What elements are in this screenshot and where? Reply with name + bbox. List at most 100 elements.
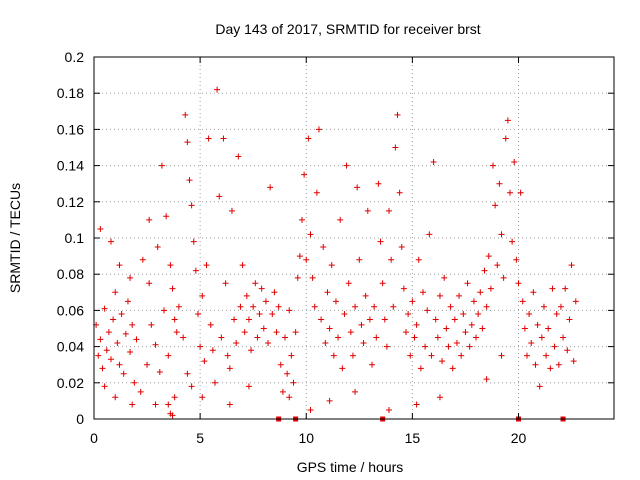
data-point: [129, 401, 136, 408]
data-point: [292, 329, 299, 336]
data-point: [462, 329, 469, 336]
data-point: [124, 298, 131, 305]
data-point: [453, 339, 460, 346]
data-point: [188, 202, 195, 209]
data-point: [477, 289, 484, 296]
data-point: [275, 303, 282, 310]
data-point: [553, 311, 560, 318]
data-point: [468, 321, 475, 328]
data-point: [190, 238, 197, 245]
data-points: [93, 86, 579, 422]
x-tick-label: 20: [511, 430, 527, 446]
data-point: [146, 280, 153, 287]
data-point: [171, 394, 178, 401]
data-point: [284, 370, 291, 377]
data-point: [301, 171, 308, 178]
data-point: [375, 180, 382, 187]
data-point: [273, 329, 280, 336]
data-point: [532, 361, 539, 368]
data-point: [231, 316, 238, 323]
data-point: [122, 330, 129, 337]
data-point: [504, 117, 511, 124]
data-point: [305, 135, 312, 142]
data-point: [470, 298, 477, 305]
data-point: [417, 365, 424, 372]
data-point: [199, 292, 206, 299]
data-point: [530, 289, 537, 296]
data-point: [254, 334, 261, 341]
data-point: [188, 383, 195, 390]
data-point: [566, 316, 573, 323]
data-point: [356, 256, 363, 263]
data-point: [326, 397, 333, 404]
data-point: [545, 325, 552, 332]
data-point: [307, 406, 314, 413]
data-point: [237, 303, 244, 310]
data-point: [296, 253, 303, 260]
data-point: [557, 303, 564, 310]
data-point: [127, 274, 134, 281]
data-point: [226, 401, 233, 408]
data-point: [570, 358, 577, 365]
data-point: [500, 274, 507, 281]
data-point: [379, 280, 386, 287]
data-point: [381, 316, 388, 323]
data-point: [390, 303, 397, 310]
data-point: [473, 334, 480, 341]
y-tick-label: 0.06: [57, 302, 84, 318]
data-point: [116, 361, 123, 368]
data-point: [114, 339, 121, 346]
data-point: [318, 316, 325, 323]
data-point: [311, 303, 318, 310]
data-point: [154, 244, 161, 251]
data-point: [107, 238, 114, 245]
data-point: [241, 329, 248, 336]
x-tick-label: 5: [196, 430, 204, 446]
data-point: [441, 274, 448, 281]
data-point: [560, 334, 567, 341]
data-point: [341, 311, 348, 318]
y-axis-label: SRMTID / TECUs: [7, 183, 23, 293]
data-point: [235, 153, 242, 160]
data-point: [245, 383, 252, 390]
data-point: [256, 311, 263, 318]
data-point: [568, 262, 575, 269]
data-point: [205, 135, 212, 142]
data-point: [133, 336, 140, 343]
data-point: [394, 111, 401, 118]
data-point: [216, 193, 223, 200]
data-point: [358, 321, 365, 328]
data-point: [413, 321, 420, 328]
data-point: [386, 406, 393, 413]
data-point: [167, 262, 174, 269]
data-point: [101, 383, 108, 390]
data-point: [269, 311, 276, 318]
data-point: [445, 343, 452, 350]
data-point: [152, 341, 159, 348]
data-point: [286, 394, 293, 401]
data-point: [479, 325, 486, 332]
data-point: [282, 334, 289, 341]
data-point: [95, 352, 102, 359]
data-point: [265, 339, 272, 346]
data-point: [294, 274, 301, 281]
data-point: [320, 244, 327, 251]
data-point: [260, 325, 267, 332]
data-point: [519, 298, 526, 305]
data-point: [175, 303, 182, 310]
data-point: [487, 285, 494, 292]
data-point: [456, 292, 463, 299]
data-point: [528, 339, 535, 346]
data-point: [496, 180, 503, 187]
data-point: [192, 267, 199, 274]
data-point: [405, 311, 412, 318]
data-point: [127, 349, 134, 356]
y-tick-label: 0.1: [65, 230, 85, 246]
y-tick-label: 0.08: [57, 266, 84, 282]
data-point: [398, 244, 405, 251]
axis-ticks: 0 0.02 0.04 0.06 0.08 0.1 0.12 0.14 0.16 0.18 0.2 0…: [57, 49, 614, 446]
data-point: [218, 334, 225, 341]
data-point: [388, 256, 395, 263]
data-point: [324, 289, 331, 296]
